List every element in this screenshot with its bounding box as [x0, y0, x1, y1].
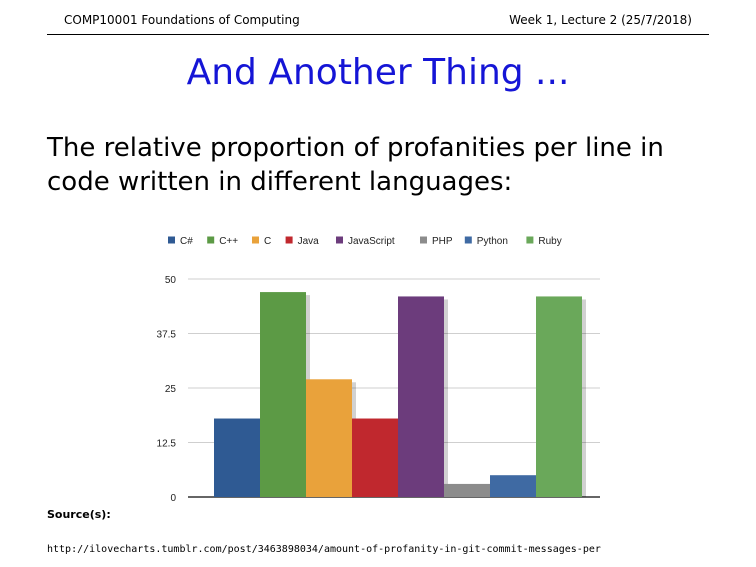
y-tick-label: 0	[170, 493, 176, 504]
legend-swatch	[168, 236, 175, 244]
legend-label: C#	[180, 236, 193, 247]
legend-label: Ruby	[538, 236, 561, 247]
bar-c	[306, 379, 352, 497]
bar-php	[444, 483, 490, 497]
y-tick-label: 12.5	[157, 439, 177, 450]
legend-swatch	[285, 236, 293, 244]
y-tick-label: 25	[165, 384, 177, 395]
course-title: COMP10001 Foundations of Computing	[64, 13, 300, 27]
bar-java	[352, 418, 398, 497]
legend-label: Java	[298, 236, 320, 247]
legend-swatch	[420, 236, 427, 244]
legend-swatch	[526, 236, 534, 244]
source-url[interactable]: http://ilovecharts.tumblr.com/post/34638…	[47, 544, 601, 555]
slide-header: COMP10001 Foundations of Computing Week …	[47, 8, 709, 35]
slide-body-text: The relative proportion of profanities p…	[47, 133, 664, 197]
bar-javascript	[398, 296, 444, 497]
legend-label: C	[264, 236, 271, 247]
legend-label: Python	[477, 236, 508, 247]
legend-label: JavaScript	[348, 236, 395, 247]
legend-swatch	[252, 236, 259, 244]
bar-ruby	[536, 296, 582, 497]
legend-label: C++	[219, 236, 238, 247]
legend-swatch	[207, 236, 215, 244]
bar-c-	[214, 418, 260, 497]
bar-python	[490, 475, 536, 497]
lecture-info: Week 1, Lecture 2 (25/7/2018)	[509, 13, 692, 27]
legend-label: PHP	[432, 236, 453, 247]
legend-swatch	[464, 236, 472, 244]
y-tick-label: 50	[165, 275, 177, 286]
y-tick-label: 37.5	[157, 330, 177, 341]
source-label: Source(s):	[47, 508, 111, 521]
bar-c-	[260, 292, 306, 497]
legend-swatch	[336, 236, 343, 244]
slide-title: And Another Thing ...	[186, 52, 570, 93]
